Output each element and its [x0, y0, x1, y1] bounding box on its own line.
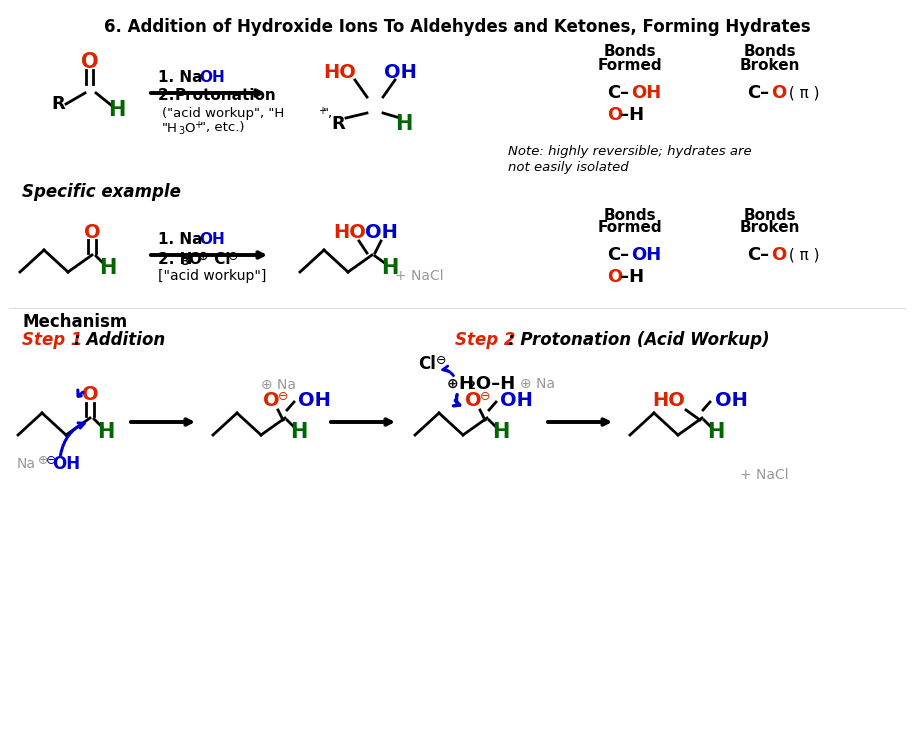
- Text: ⊕: ⊕: [38, 454, 48, 468]
- Text: 3: 3: [178, 126, 184, 136]
- Text: 2. H: 2. H: [158, 251, 192, 266]
- Text: Formed: Formed: [598, 57, 663, 72]
- Text: O: O: [771, 246, 786, 264]
- Text: OH: OH: [52, 455, 80, 473]
- Text: 6. Addition of Hydroxide Ions To Aldehydes and Ketones, Forming Hydrates: 6. Addition of Hydroxide Ions To Aldehyd…: [103, 18, 811, 36]
- Text: Protonation: Protonation: [175, 89, 277, 104]
- Text: H: H: [707, 422, 725, 442]
- Text: Broken: Broken: [739, 220, 801, 235]
- Text: Specific example: Specific example: [22, 183, 181, 201]
- Text: Mechanism: Mechanism: [22, 313, 127, 331]
- Text: OH: OH: [199, 232, 225, 247]
- Text: O: O: [81, 52, 99, 72]
- Text: –H: –H: [620, 106, 644, 124]
- Text: ", etc.): ", etc.): [200, 122, 245, 135]
- Text: Na: Na: [16, 457, 36, 471]
- Text: O: O: [81, 386, 99, 405]
- Text: Bonds: Bonds: [744, 208, 796, 223]
- Text: ⊖: ⊖: [436, 354, 447, 368]
- Text: HO: HO: [334, 223, 367, 241]
- Text: C: C: [607, 84, 621, 102]
- Text: +: +: [318, 106, 326, 116]
- Text: Bonds: Bonds: [744, 44, 796, 59]
- Text: +: +: [194, 120, 202, 130]
- Text: O: O: [84, 223, 101, 241]
- Text: OH: OH: [199, 69, 225, 84]
- Text: H: H: [396, 114, 413, 134]
- Text: H: H: [493, 422, 510, 442]
- Text: : Addition: : Addition: [74, 331, 165, 349]
- Text: ⊖: ⊖: [228, 250, 239, 262]
- Text: Formed: Formed: [598, 220, 663, 235]
- Text: C: C: [747, 84, 760, 102]
- Text: OH: OH: [365, 223, 398, 241]
- Text: ⊕ Na: ⊕ Na: [520, 377, 555, 391]
- Text: ",: ",: [323, 108, 333, 120]
- Text: ["acid workup"]: ["acid workup"]: [158, 269, 266, 283]
- Text: R: R: [331, 115, 345, 133]
- Text: Bonds: Bonds: [603, 208, 656, 223]
- Text: Cl: Cl: [418, 355, 436, 373]
- Text: OH: OH: [384, 62, 417, 81]
- Text: Broken: Broken: [739, 57, 801, 72]
- Text: Step 1: Step 1: [22, 331, 82, 349]
- Text: O: O: [607, 106, 622, 124]
- Text: –H: –H: [620, 268, 644, 286]
- Text: OH: OH: [631, 246, 661, 264]
- Text: O: O: [184, 122, 195, 135]
- Text: 1. Na: 1. Na: [158, 69, 203, 84]
- Text: –: –: [620, 246, 629, 264]
- Text: Cl: Cl: [209, 251, 230, 266]
- Text: O: O: [464, 390, 482, 410]
- Text: OH: OH: [500, 390, 533, 410]
- Text: 1. Na: 1. Na: [158, 232, 203, 247]
- Text: Bonds: Bonds: [603, 44, 656, 59]
- Text: + NaCl: + NaCl: [395, 269, 443, 283]
- Text: + NaCl: + NaCl: [740, 468, 789, 482]
- Text: ⊕: ⊕: [447, 377, 459, 391]
- Text: HO: HO: [652, 390, 685, 410]
- Text: –: –: [620, 84, 629, 102]
- Text: OH: OH: [715, 390, 748, 410]
- Text: ( π ): ( π ): [784, 247, 820, 262]
- Text: ( π ): ( π ): [784, 86, 820, 101]
- Text: OH: OH: [298, 390, 331, 410]
- Text: Note: highly reversible; hydrates are: Note: highly reversible; hydrates are: [508, 145, 751, 159]
- Text: ("acid workup", "H: ("acid workup", "H: [162, 108, 284, 120]
- Text: H: H: [458, 375, 473, 393]
- Text: "H: "H: [162, 122, 178, 135]
- Text: O: O: [771, 84, 786, 102]
- Text: 2.: 2.: [158, 89, 180, 104]
- Text: : Protonation (Acid Workup): : Protonation (Acid Workup): [508, 331, 770, 349]
- Text: H: H: [97, 422, 114, 442]
- Text: R: R: [51, 95, 65, 113]
- Text: H: H: [100, 258, 117, 278]
- Text: O: O: [262, 390, 280, 410]
- Text: C: C: [747, 246, 760, 264]
- Text: HO: HO: [324, 62, 356, 81]
- Text: ⊕: ⊕: [198, 250, 208, 262]
- Text: O: O: [188, 251, 201, 266]
- Text: OH: OH: [631, 84, 661, 102]
- Text: H: H: [109, 100, 126, 120]
- Text: H: H: [381, 258, 399, 278]
- Text: Step 2: Step 2: [455, 331, 515, 349]
- Text: ⊖: ⊖: [46, 454, 57, 468]
- Text: C: C: [607, 246, 621, 264]
- Text: not easily isolated: not easily isolated: [508, 160, 629, 174]
- Text: O: O: [607, 268, 622, 286]
- Text: ⊖: ⊖: [480, 390, 491, 404]
- Text: ⊖: ⊖: [278, 390, 289, 404]
- Text: –: –: [760, 84, 769, 102]
- Text: H: H: [291, 422, 308, 442]
- Text: –: –: [760, 246, 769, 264]
- Text: ₂O–H: ₂O–H: [468, 375, 515, 393]
- Text: ⊕ Na: ⊕ Na: [261, 378, 296, 392]
- Text: 3: 3: [181, 257, 188, 267]
